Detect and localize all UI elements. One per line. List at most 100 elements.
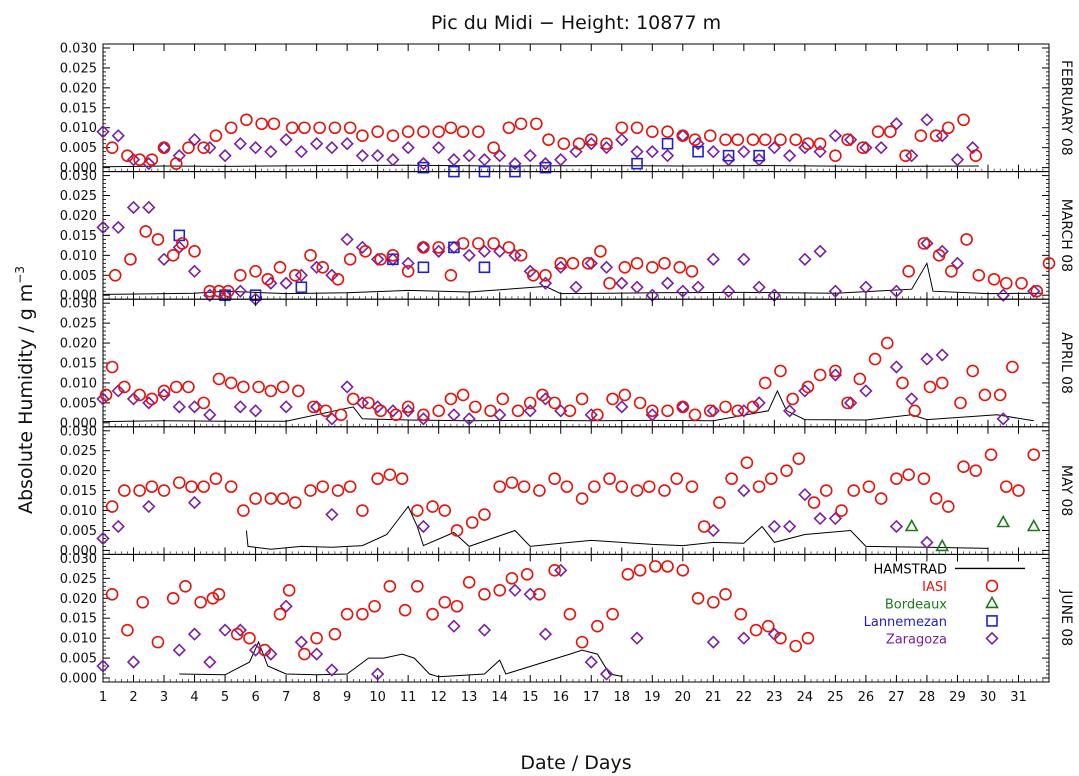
iasi-point: [316, 480, 330, 493]
iasi-point: [157, 384, 171, 398]
iasi-point: [719, 400, 732, 414]
iasi-point: [121, 149, 134, 162]
zaragoza-point: [462, 248, 476, 262]
iasi-point: [401, 264, 415, 278]
zaragoza-point: [920, 535, 934, 550]
zaragoza-point: [264, 145, 278, 159]
zaragoza-point: [432, 244, 446, 258]
y-tick-label: 0.030: [60, 169, 97, 184]
iasi-point: [401, 125, 415, 139]
iasi-point: [487, 141, 500, 154]
zaragoza-point: [157, 388, 171, 402]
zaragoza-point: [599, 141, 614, 155]
iasi-point: [746, 133, 760, 146]
x-tick-label: 31: [1010, 690, 1027, 705]
zaragoza-point: [630, 631, 644, 645]
iasi-point: [542, 133, 555, 146]
iasi-point: [993, 388, 1007, 402]
iasi-point: [1042, 257, 1056, 270]
iasi-point: [221, 284, 235, 298]
iasi-point: [182, 380, 195, 394]
zaragoza-point: [432, 141, 446, 155]
iasi-point: [261, 272, 275, 286]
x-tick-label: 23: [766, 690, 783, 705]
iasi-point: [426, 500, 439, 513]
iasi-point: [432, 241, 445, 254]
iasi-point: [856, 141, 870, 154]
zaragoza-point: [203, 655, 217, 669]
iasi-point: [273, 607, 287, 621]
x-tick-label: 13: [461, 690, 478, 705]
iasi-point: [606, 392, 619, 406]
iasi-point: [172, 476, 186, 489]
zaragoza-point: [508, 583, 522, 597]
zaragoza-point: [538, 392, 553, 406]
zaragoza-point: [279, 599, 293, 613]
iasi-point: [987, 272, 1001, 286]
zaragoza-point: [248, 141, 263, 155]
iasi-point: [884, 125, 897, 139]
iasi-point: [166, 591, 180, 605]
iasi-point: [801, 380, 815, 394]
iasi-point: [581, 257, 595, 270]
panel-may: 0.000 0.005 0.010 0.015 0.020 0.025 0.030 MAY 0…: [60, 424, 1074, 559]
zaragoza-point: [172, 400, 186, 414]
x-tick-labels: 1 2 3 4 5 6 7 8 9 10 11 12 13 14 15 16 17 18 19 20 21 22 23 24 2…: [99, 690, 1027, 705]
iasi-point: [368, 599, 381, 613]
bordeaux-point: [904, 518, 919, 532]
legend-label: HAMSTRAD: [874, 562, 948, 577]
iasi-point: [209, 472, 223, 485]
legend-swatch: [986, 615, 998, 627]
iasi-point: [929, 492, 943, 505]
iasi-point: [789, 639, 803, 653]
iasi-point: [328, 121, 342, 135]
iasi-point: [1015, 276, 1028, 290]
zaragoza-point: [294, 145, 308, 159]
iasi-point: [789, 133, 803, 146]
iasi-point: [685, 480, 699, 493]
zaragoza-point: [889, 360, 904, 374]
iasi-point: [999, 276, 1013, 290]
iasi-point: [941, 121, 955, 135]
iasi-point: [411, 579, 424, 593]
iasi-point: [371, 472, 384, 485]
x-tick-label: 16: [552, 690, 569, 705]
panel-february: 0.000 0.005 0.010 0.015 0.020 0.025 0.030 FEBRU…: [60, 41, 1074, 178]
zaragoza-point: [523, 149, 537, 163]
zaragoza-point: [737, 631, 751, 645]
zaragoza-point: [187, 133, 202, 147]
zaragoza-point: [111, 384, 125, 398]
hamstrad-line: [179, 640, 622, 678]
zaragoza-point: [569, 280, 583, 294]
zaragoza-point: [96, 392, 110, 406]
iasi-point: [185, 480, 198, 493]
iasi-point: [121, 623, 134, 637]
iasi-point: [343, 480, 357, 493]
y-tick-label: 0.000: [60, 544, 97, 559]
iasi-point: [502, 121, 516, 135]
iasi-point: [444, 121, 458, 135]
iasi-point: [224, 480, 238, 493]
iasi-point: [432, 125, 445, 139]
iasi-point: [966, 364, 980, 378]
zaragoza-point: [615, 276, 629, 290]
zaragoza-point: [828, 284, 843, 298]
legend-label: Zaragoza: [886, 632, 947, 647]
zaragoza-point: [798, 252, 812, 266]
iasi-point: [563, 607, 577, 621]
zaragoza-point: [905, 149, 919, 163]
zaragoza-point: [813, 244, 827, 258]
iasi-point: [426, 607, 439, 621]
iasi-point: [310, 631, 323, 645]
y-tick-label: 0.005: [60, 141, 97, 156]
y-tick-label: 0.015: [60, 357, 97, 372]
month-label: MARCH 08: [1058, 199, 1074, 272]
iasi-point: [383, 468, 397, 481]
iasi-point: [224, 376, 238, 390]
iasi-point: [462, 576, 476, 589]
zaragoza-point: [935, 348, 949, 362]
zaragoza-point: [386, 153, 400, 167]
iasi-point: [954, 396, 967, 410]
zaragoza-point: [752, 153, 766, 167]
zaragoza-point: [203, 408, 217, 422]
